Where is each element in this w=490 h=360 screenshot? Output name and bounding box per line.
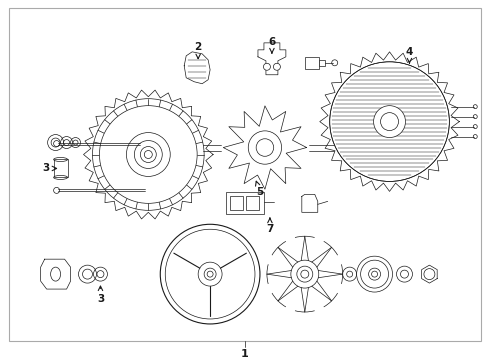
Circle shape bbox=[93, 99, 204, 210]
Circle shape bbox=[273, 63, 280, 70]
Circle shape bbox=[424, 269, 435, 280]
Polygon shape bbox=[320, 52, 459, 192]
Polygon shape bbox=[302, 194, 318, 212]
Text: 3: 3 bbox=[97, 286, 104, 304]
Circle shape bbox=[126, 132, 170, 176]
Polygon shape bbox=[83, 90, 213, 219]
Bar bbox=[53, 159, 68, 177]
Text: 7: 7 bbox=[266, 218, 273, 234]
Circle shape bbox=[330, 62, 449, 181]
Bar bbox=[230, 196, 243, 210]
Bar bbox=[305, 57, 319, 69]
Text: 4: 4 bbox=[406, 47, 413, 63]
Circle shape bbox=[248, 131, 282, 164]
Polygon shape bbox=[184, 52, 210, 84]
Bar bbox=[246, 196, 259, 210]
Bar bbox=[319, 60, 325, 66]
Polygon shape bbox=[258, 43, 286, 75]
Text: 6: 6 bbox=[269, 37, 275, 53]
Circle shape bbox=[99, 106, 197, 203]
Polygon shape bbox=[41, 259, 71, 289]
Text: 2: 2 bbox=[195, 42, 202, 59]
Text: 5: 5 bbox=[256, 181, 264, 197]
Polygon shape bbox=[223, 106, 307, 189]
Text: 3: 3 bbox=[42, 163, 56, 174]
Circle shape bbox=[373, 106, 406, 138]
Bar bbox=[226, 192, 264, 214]
Text: 1: 1 bbox=[241, 349, 249, 359]
Circle shape bbox=[264, 63, 270, 70]
Polygon shape bbox=[421, 265, 437, 283]
